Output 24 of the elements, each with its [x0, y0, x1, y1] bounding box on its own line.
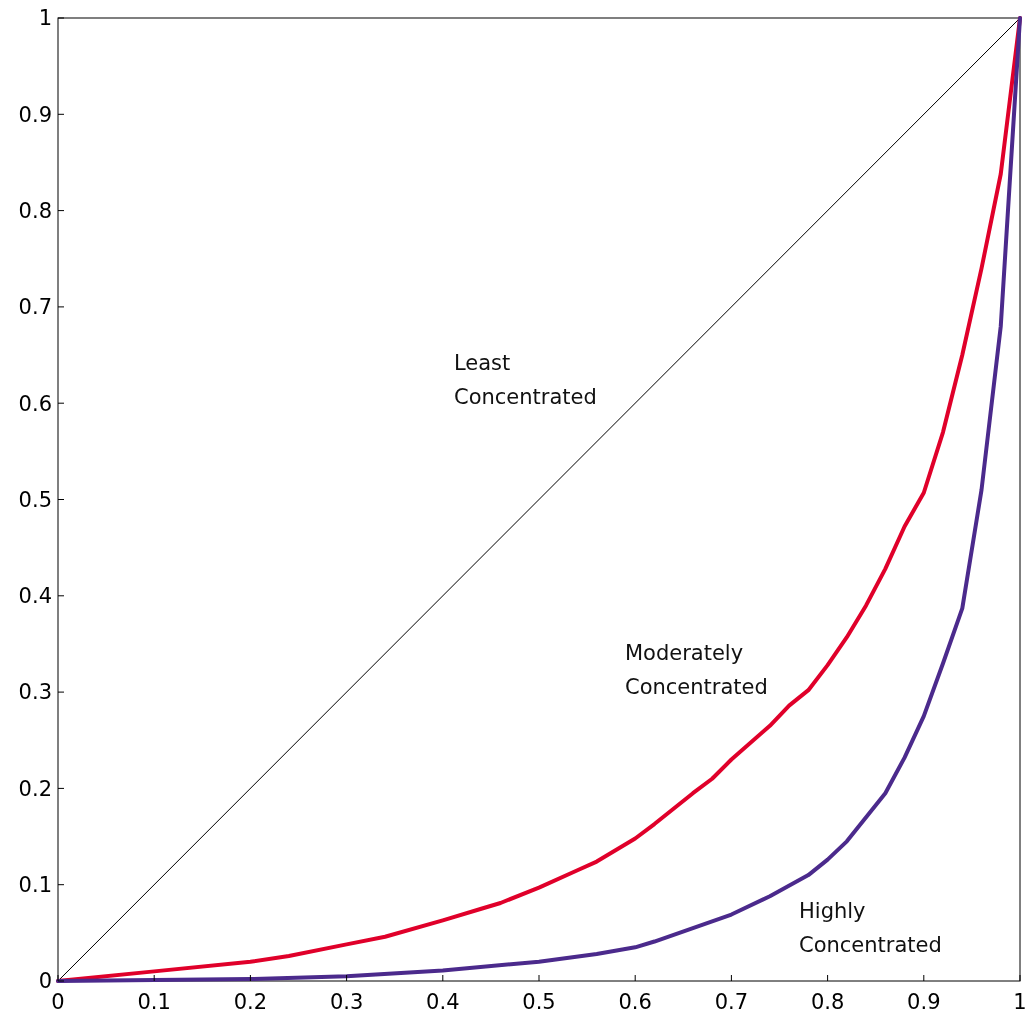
- y-tick-label: 0.3: [18, 680, 52, 705]
- x-tick-label: 0.3: [329, 990, 364, 1014]
- x-tick-label: 0.7: [714, 990, 749, 1014]
- x-tick-label: 0.6: [618, 990, 652, 1014]
- series-label: Moderately Concentrated: [625, 641, 768, 699]
- y-tick-label: 0.5: [18, 487, 52, 512]
- x-tick-label: 0.5: [522, 990, 556, 1014]
- x-tick-label: 0.9: [907, 990, 941, 1014]
- x-tick-label: 0.2: [233, 990, 268, 1014]
- y-tick-label: 0.9: [18, 102, 52, 127]
- y-tick-label: 0: [38, 969, 52, 994]
- x-tick-label: 0.1: [137, 990, 171, 1014]
- y-tick-label: 0.6: [18, 391, 52, 416]
- y-tick-label: 0.4: [18, 584, 52, 609]
- y-tick-label: 0.8: [18, 198, 52, 223]
- series-label: Highly Concentrated: [799, 899, 942, 957]
- y-tick-label: 1: [38, 6, 52, 31]
- x-tick-label: 0.8: [810, 990, 845, 1014]
- series-label: Least Concentrated: [454, 351, 597, 409]
- y-tick-label: 0.1: [18, 873, 52, 898]
- y-tick-label: 0.2: [18, 776, 52, 801]
- x-tick-label: 0.4: [426, 990, 460, 1014]
- x-tick-label: 1: [1013, 990, 1025, 1014]
- y-tick-label: 0.7: [18, 295, 52, 320]
